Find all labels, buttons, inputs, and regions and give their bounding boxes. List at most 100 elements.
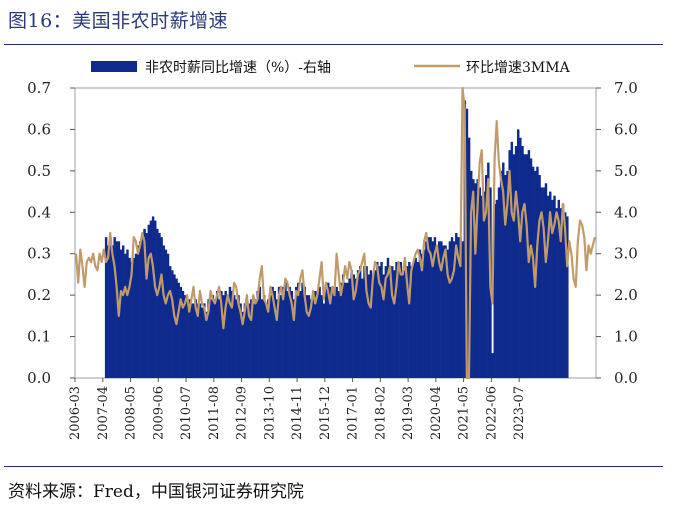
bar xyxy=(521,146,524,378)
bar xyxy=(465,108,469,379)
bar xyxy=(190,303,193,378)
x-tick-label: 2020-04 xyxy=(429,386,444,440)
bar xyxy=(168,266,172,378)
bar xyxy=(339,282,343,378)
bar xyxy=(487,162,490,378)
bar xyxy=(536,166,539,378)
bar xyxy=(408,262,411,378)
x-tick-label: 2021-05 xyxy=(457,386,472,440)
bar xyxy=(517,129,520,378)
bar xyxy=(420,253,424,378)
bar xyxy=(529,158,533,378)
legend-label-line: 环比增速3MMA xyxy=(466,60,571,76)
bar xyxy=(175,278,178,378)
bar xyxy=(156,228,159,378)
bar xyxy=(284,282,287,378)
bar xyxy=(467,137,471,378)
bar xyxy=(318,286,321,378)
bar xyxy=(143,228,146,378)
bar xyxy=(239,303,242,378)
line-series xyxy=(74,86,596,380)
bar xyxy=(425,241,428,378)
bar xyxy=(226,295,230,378)
bar xyxy=(173,274,176,378)
bar xyxy=(309,299,313,378)
bar xyxy=(162,245,165,378)
bar xyxy=(215,291,219,378)
bar xyxy=(544,183,548,378)
bar xyxy=(233,295,236,378)
bar xyxy=(525,154,528,378)
bar xyxy=(104,237,108,378)
bar xyxy=(273,291,277,378)
x-tick-label: 2015-12 xyxy=(318,386,333,440)
bar xyxy=(395,262,398,378)
bar xyxy=(179,286,183,378)
bar xyxy=(566,216,569,378)
bar xyxy=(371,274,375,378)
bar xyxy=(228,286,232,378)
bar xyxy=(305,295,309,378)
legend: 非农时薪同比增速（%）-右轴 环比增速3MMA xyxy=(91,60,571,76)
y-left-tick-label: 0.7 xyxy=(27,79,51,97)
bar xyxy=(399,262,402,378)
bar xyxy=(337,291,341,378)
bar xyxy=(267,299,270,378)
bar xyxy=(237,295,240,378)
bar xyxy=(154,220,157,378)
figure-title: 图16：美国非农时薪增速 xyxy=(8,10,229,32)
bar xyxy=(444,245,447,378)
bar xyxy=(329,286,332,378)
bar xyxy=(557,199,561,378)
bar xyxy=(303,286,306,378)
bar xyxy=(506,170,509,378)
bar xyxy=(376,262,379,378)
bar xyxy=(508,150,511,378)
bar xyxy=(504,175,507,378)
x-tick-label: 2011-08 xyxy=(207,386,222,440)
bar xyxy=(344,282,347,378)
x-tick-label: 2017-01 xyxy=(346,386,361,440)
x-tick-label: 2008-05 xyxy=(124,386,139,440)
bar xyxy=(335,286,338,378)
bar xyxy=(393,270,396,378)
bar xyxy=(269,295,272,378)
bar xyxy=(194,299,198,378)
bar xyxy=(128,257,131,378)
bar xyxy=(459,237,462,378)
bar xyxy=(561,204,565,378)
bar xyxy=(446,249,449,378)
y-left-tick-label: 0.1 xyxy=(27,328,51,346)
bar xyxy=(433,237,437,378)
bar xyxy=(373,270,377,378)
bar xyxy=(115,241,119,378)
x-tick-label: 2014-11 xyxy=(290,386,305,440)
bar xyxy=(346,282,349,378)
bar xyxy=(527,150,531,378)
bar xyxy=(414,257,417,378)
bar xyxy=(279,295,283,378)
y-left-tick-label: 0.5 xyxy=(27,162,51,180)
bar xyxy=(299,291,302,378)
bar xyxy=(474,183,477,378)
chart: 0.0 0.1 0.2 0.3 0.4 0.5 0.6 0.7 0.0 1.0 2.0 3.0 4.0… xyxy=(27,60,638,440)
bar xyxy=(493,204,496,378)
bar xyxy=(126,249,129,378)
bar xyxy=(365,266,368,378)
bar xyxy=(457,237,460,378)
bar xyxy=(230,291,234,378)
bar xyxy=(495,199,499,378)
bar xyxy=(523,154,526,378)
x-tick-label: 2023-07 xyxy=(512,386,527,440)
bar xyxy=(241,311,244,378)
x-tick-label: 2019-03 xyxy=(401,386,416,440)
bar xyxy=(220,291,223,378)
bar xyxy=(124,253,127,378)
y-right-tick-label: 3.0 xyxy=(614,245,638,263)
bar xyxy=(491,353,494,378)
bar xyxy=(166,253,170,378)
bar xyxy=(484,175,488,378)
bar xyxy=(358,266,362,378)
bar xyxy=(482,191,486,378)
bar xyxy=(243,303,247,378)
